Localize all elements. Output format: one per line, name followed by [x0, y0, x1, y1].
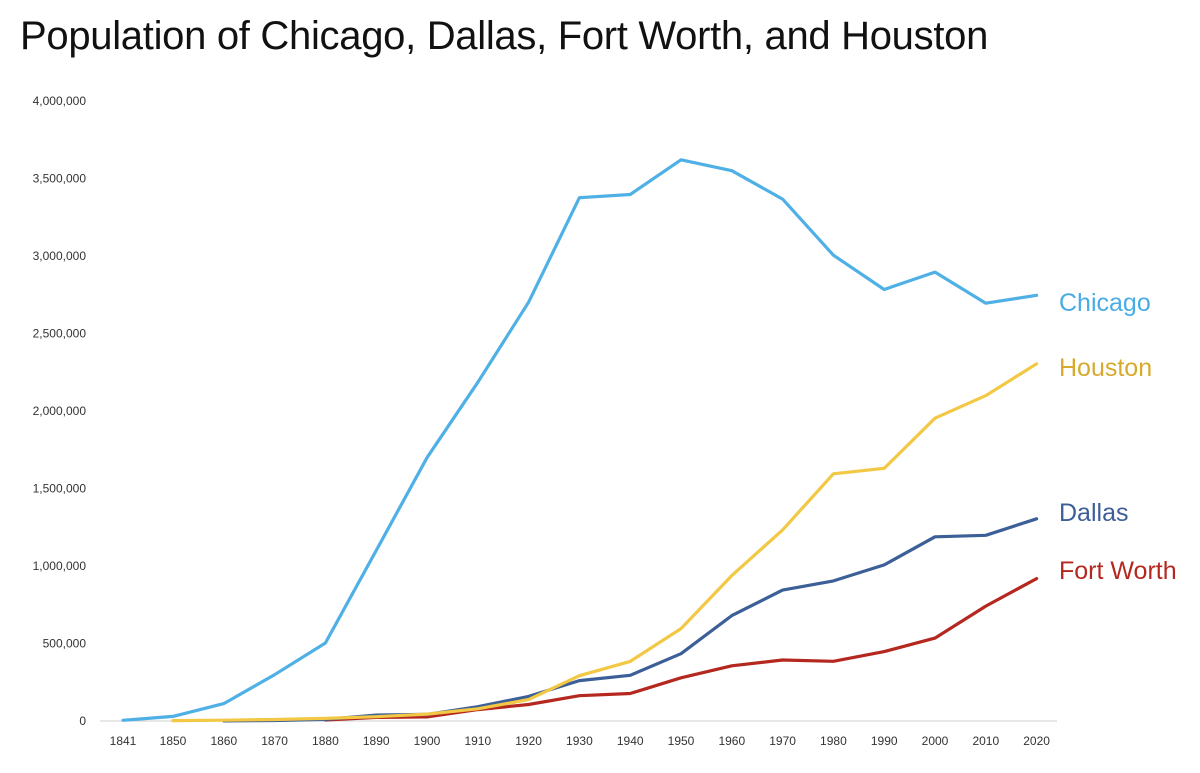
x-tick-label: 1841	[110, 734, 137, 748]
y-axis-ticks: 0 500,000 1,000,000 1,500,000 2,000,000 2,500…	[33, 94, 87, 728]
y-tick-label: 3,000,000	[33, 249, 87, 263]
x-tick-label: 1960	[718, 734, 745, 748]
x-tick-label: 1850	[160, 734, 187, 748]
x-tick-label: 1860	[210, 734, 237, 748]
series-line-chicago	[121, 158, 1039, 722]
x-tick-label: 1950	[668, 734, 695, 748]
series-label-dallas: Dallas	[1059, 499, 1128, 527]
x-tick-label: 1900	[414, 734, 441, 748]
x-axis-ticks: 1841 1850 1860 1870 1880 1890 1900 1910 1920 1930…	[110, 734, 1051, 748]
y-tick-label: 2,000,000	[33, 404, 87, 418]
x-tick-label: 2020	[1023, 734, 1050, 748]
series-line-houston	[171, 362, 1039, 723]
x-tick-label: 1970	[769, 734, 796, 748]
y-tick-label: 0	[79, 714, 86, 728]
x-tick-label: 1870	[261, 734, 288, 748]
y-tick-label: 1,000,000	[33, 559, 87, 573]
y-tick-label: 4,000,000	[33, 94, 87, 108]
series-label-fort-worth: Fort Worth	[1059, 557, 1177, 585]
series-line-dallas	[222, 517, 1039, 723]
y-tick-label: 2,500,000	[33, 327, 87, 341]
y-tick-label: 1,500,000	[33, 482, 87, 496]
x-tick-label: 2000	[922, 734, 949, 748]
y-tick-label: 3,500,000	[33, 172, 87, 186]
x-tick-label: 1940	[617, 734, 644, 748]
x-tick-label: 1930	[566, 734, 593, 748]
x-tick-label: 1990	[871, 734, 898, 748]
series-label-houston: Houston	[1059, 354, 1152, 382]
chart-title: Population of Chicago, Dallas, Fort Wort…	[20, 14, 989, 58]
x-tick-label: 1910	[464, 734, 491, 748]
series-line-fort-worth	[323, 576, 1039, 722]
x-tick-label: 1980	[820, 734, 847, 748]
series-labels: Chicago Houston Dallas Fort Worth	[1059, 289, 1177, 585]
y-tick-label: 500,000	[43, 637, 87, 651]
x-tick-label: 2010	[972, 734, 999, 748]
x-tick-label: 1920	[515, 734, 542, 748]
x-tick-label: 1880	[312, 734, 339, 748]
series-label-chicago: Chicago	[1059, 289, 1151, 317]
series-lines	[121, 158, 1039, 723]
x-tick-label: 1890	[363, 734, 390, 748]
